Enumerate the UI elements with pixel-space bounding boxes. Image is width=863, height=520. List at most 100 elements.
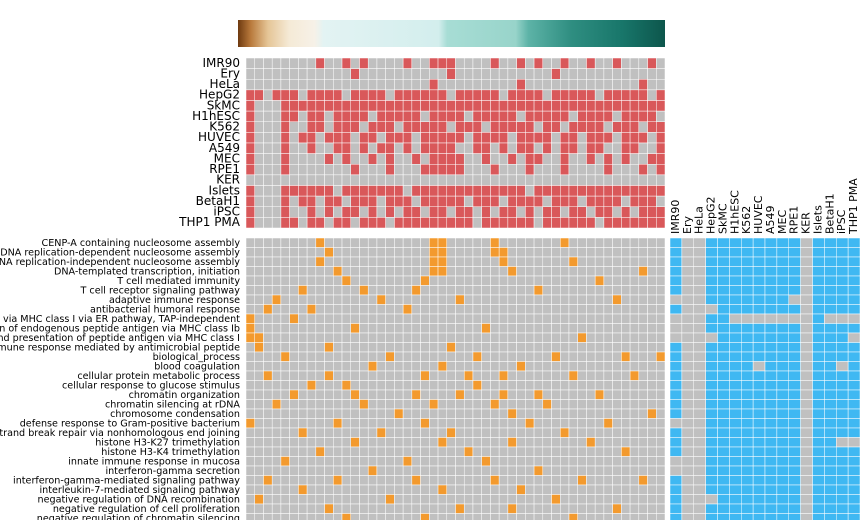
cell [551,89,561,101]
cell [498,437,509,448]
cell [463,256,474,267]
cell [376,418,386,429]
cell [263,437,273,448]
cell [717,427,730,438]
cell [717,437,730,448]
cell [350,389,360,400]
cell [271,304,282,315]
cell [612,217,622,229]
row-label: adaptive immune response [109,295,240,306]
cell [647,370,657,381]
cell [516,206,526,218]
cell [490,332,500,343]
cell [656,427,666,438]
cell [525,351,535,362]
cell [254,185,264,197]
cell [741,332,754,343]
cell [437,121,448,133]
cell [681,494,694,505]
cell [315,121,325,133]
cell [594,446,605,457]
cell [437,465,448,476]
cell [836,275,849,286]
cell [376,206,386,218]
cell [525,380,535,391]
cell [560,110,570,122]
cell [333,418,343,429]
cell [385,164,395,176]
cell [271,513,282,520]
cell [717,370,730,381]
cell [525,57,535,69]
cell [594,89,605,101]
cell [560,304,570,315]
cell [681,237,694,248]
cell [359,206,369,218]
cell [420,370,430,381]
cell [324,110,334,122]
cell [533,503,544,514]
cell [717,237,730,248]
cell [586,275,596,286]
cell [263,121,273,133]
cell [542,79,552,91]
cell [647,389,657,400]
cell [577,503,587,514]
cell [693,247,706,258]
cell [446,275,456,286]
cell [341,351,352,362]
cell [533,266,544,277]
cell [752,494,766,505]
cell [280,285,290,296]
cell [490,446,500,457]
cell [394,427,404,438]
cell [577,121,587,133]
cell [472,57,482,69]
cell [289,79,299,91]
cell [603,446,613,457]
cell [324,503,334,514]
cell [542,503,552,514]
cell [788,237,801,248]
cell [490,89,500,101]
cell [752,361,766,372]
cell [638,513,648,520]
cell [429,266,439,277]
cell [341,513,352,520]
cell [603,68,613,80]
cell [638,399,648,410]
cell [402,370,413,381]
cell [437,484,448,495]
cell [367,323,378,334]
cell [472,503,482,514]
cell [656,503,666,514]
cell [621,313,631,324]
cell [263,475,273,486]
cell [516,370,526,381]
cell [764,370,778,381]
cell [847,503,861,514]
cell [402,361,413,372]
cell [629,89,640,101]
cell [333,142,343,154]
cell [551,342,561,353]
cell [394,370,404,381]
cell [376,475,386,486]
cell [306,110,317,122]
cell [741,475,754,486]
cell [533,437,544,448]
cell [741,389,754,400]
cell [647,195,657,207]
cell [350,153,360,165]
cell [324,323,334,334]
cell [411,110,421,122]
cell [586,217,596,229]
cell [647,456,657,467]
cell [681,475,694,486]
cell [298,79,308,91]
cell [647,174,657,186]
cell [560,408,570,419]
cell [669,399,683,410]
cell [638,437,648,448]
cell [776,446,789,457]
